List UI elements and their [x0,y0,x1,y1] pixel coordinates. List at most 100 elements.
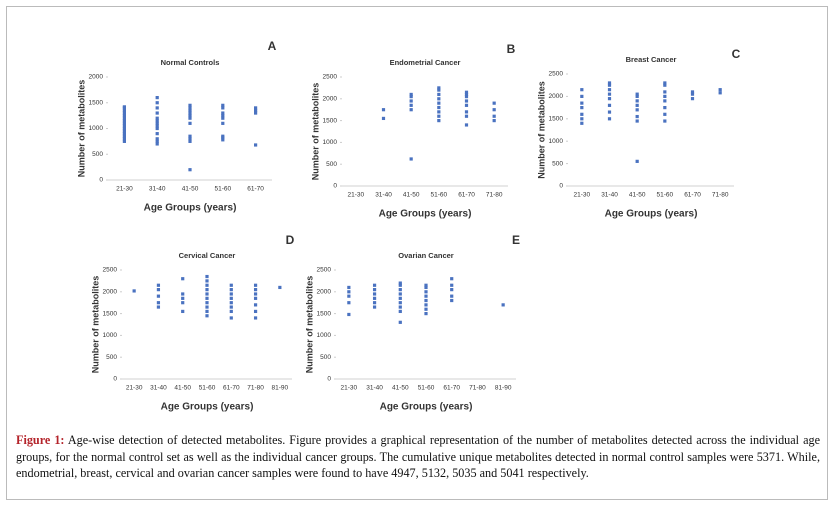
x-tick-label: 81-90 [272,385,289,392]
point [437,101,441,105]
point [398,305,402,309]
y-tick-label: 2500 [323,74,338,81]
point [188,106,192,110]
point [690,97,695,101]
point [122,137,126,141]
point [372,288,377,292]
point [607,103,612,107]
y-tick-label: 1500 [103,310,118,317]
x-tick-label: 21-30 [341,385,358,392]
point [663,90,667,94]
point [580,117,584,121]
point [492,108,496,112]
point [437,119,441,123]
point [347,294,351,298]
point [690,92,695,96]
point [635,119,639,123]
x-tick-label: 61-70 [684,192,701,199]
point [229,301,233,305]
point [409,99,413,103]
point [188,134,192,138]
point [122,108,126,113]
x-axis-label: Age Groups (years) [144,203,237,214]
point [156,288,161,292]
charts: Normal Controls A Age Groups (years) Number… [76,39,740,413]
point [718,91,722,95]
point [221,116,225,120]
y-axis-label: Number of metabolites [90,276,100,374]
point [181,309,185,314]
y-tick-label: 2500 [549,71,564,78]
point [122,116,126,120]
point [229,292,233,296]
x-tick-label: 61-70 [223,385,240,392]
x-tick-label: 71-80 [486,192,503,199]
point [229,296,233,300]
point [205,288,209,292]
point [221,111,225,115]
point [122,105,126,109]
x-tick-label: 21-30 [116,186,133,193]
point [188,103,192,107]
y-tick-label: 500 [106,354,117,361]
point [205,274,209,279]
point [188,168,192,172]
y-tick-label: 1000 [549,138,564,145]
point [607,83,612,87]
point [398,281,402,285]
x-tick-label: 81-90 [495,385,512,392]
point [424,298,428,303]
point [155,101,159,105]
x-tick-label: 31-40 [375,192,392,199]
y-tick-label: 1000 [317,332,332,339]
point [409,92,413,97]
point [122,114,126,118]
y-tick-label: 500 [320,354,331,361]
point [205,301,209,305]
point [188,121,192,125]
point [254,108,258,113]
point [347,301,351,305]
point [635,108,639,112]
x-tick-label: 21-30 [574,192,591,199]
point [492,114,496,118]
point [155,96,159,100]
x-tick-label: 51-60 [199,385,216,392]
point [663,99,667,103]
point [253,288,258,292]
point [188,108,192,113]
chart-title: Ovarian Cancer [398,251,454,260]
point [381,116,386,121]
point [221,121,225,125]
point [464,103,469,107]
x-axis-label: Age Groups (years) [380,402,473,413]
x-tick-label: 61-70 [458,192,475,199]
point [398,283,402,287]
point [437,105,441,110]
point [156,301,161,305]
point [663,106,667,110]
point [580,88,584,92]
panel-label: B [507,42,516,56]
point [424,294,428,298]
point [424,283,428,287]
point [347,312,351,317]
point [188,116,192,120]
point [424,285,428,290]
point [663,94,667,98]
point [398,296,402,300]
point [205,305,209,309]
point [450,283,454,287]
point [398,309,402,314]
point [607,97,612,101]
y-tick-label: 1500 [549,116,564,123]
x-tick-label: 61-70 [247,186,264,193]
point [188,137,192,141]
point [156,283,161,287]
point [437,97,441,101]
point [464,123,469,127]
point [580,112,584,116]
point [253,292,258,296]
point [155,132,159,136]
point [155,142,159,146]
